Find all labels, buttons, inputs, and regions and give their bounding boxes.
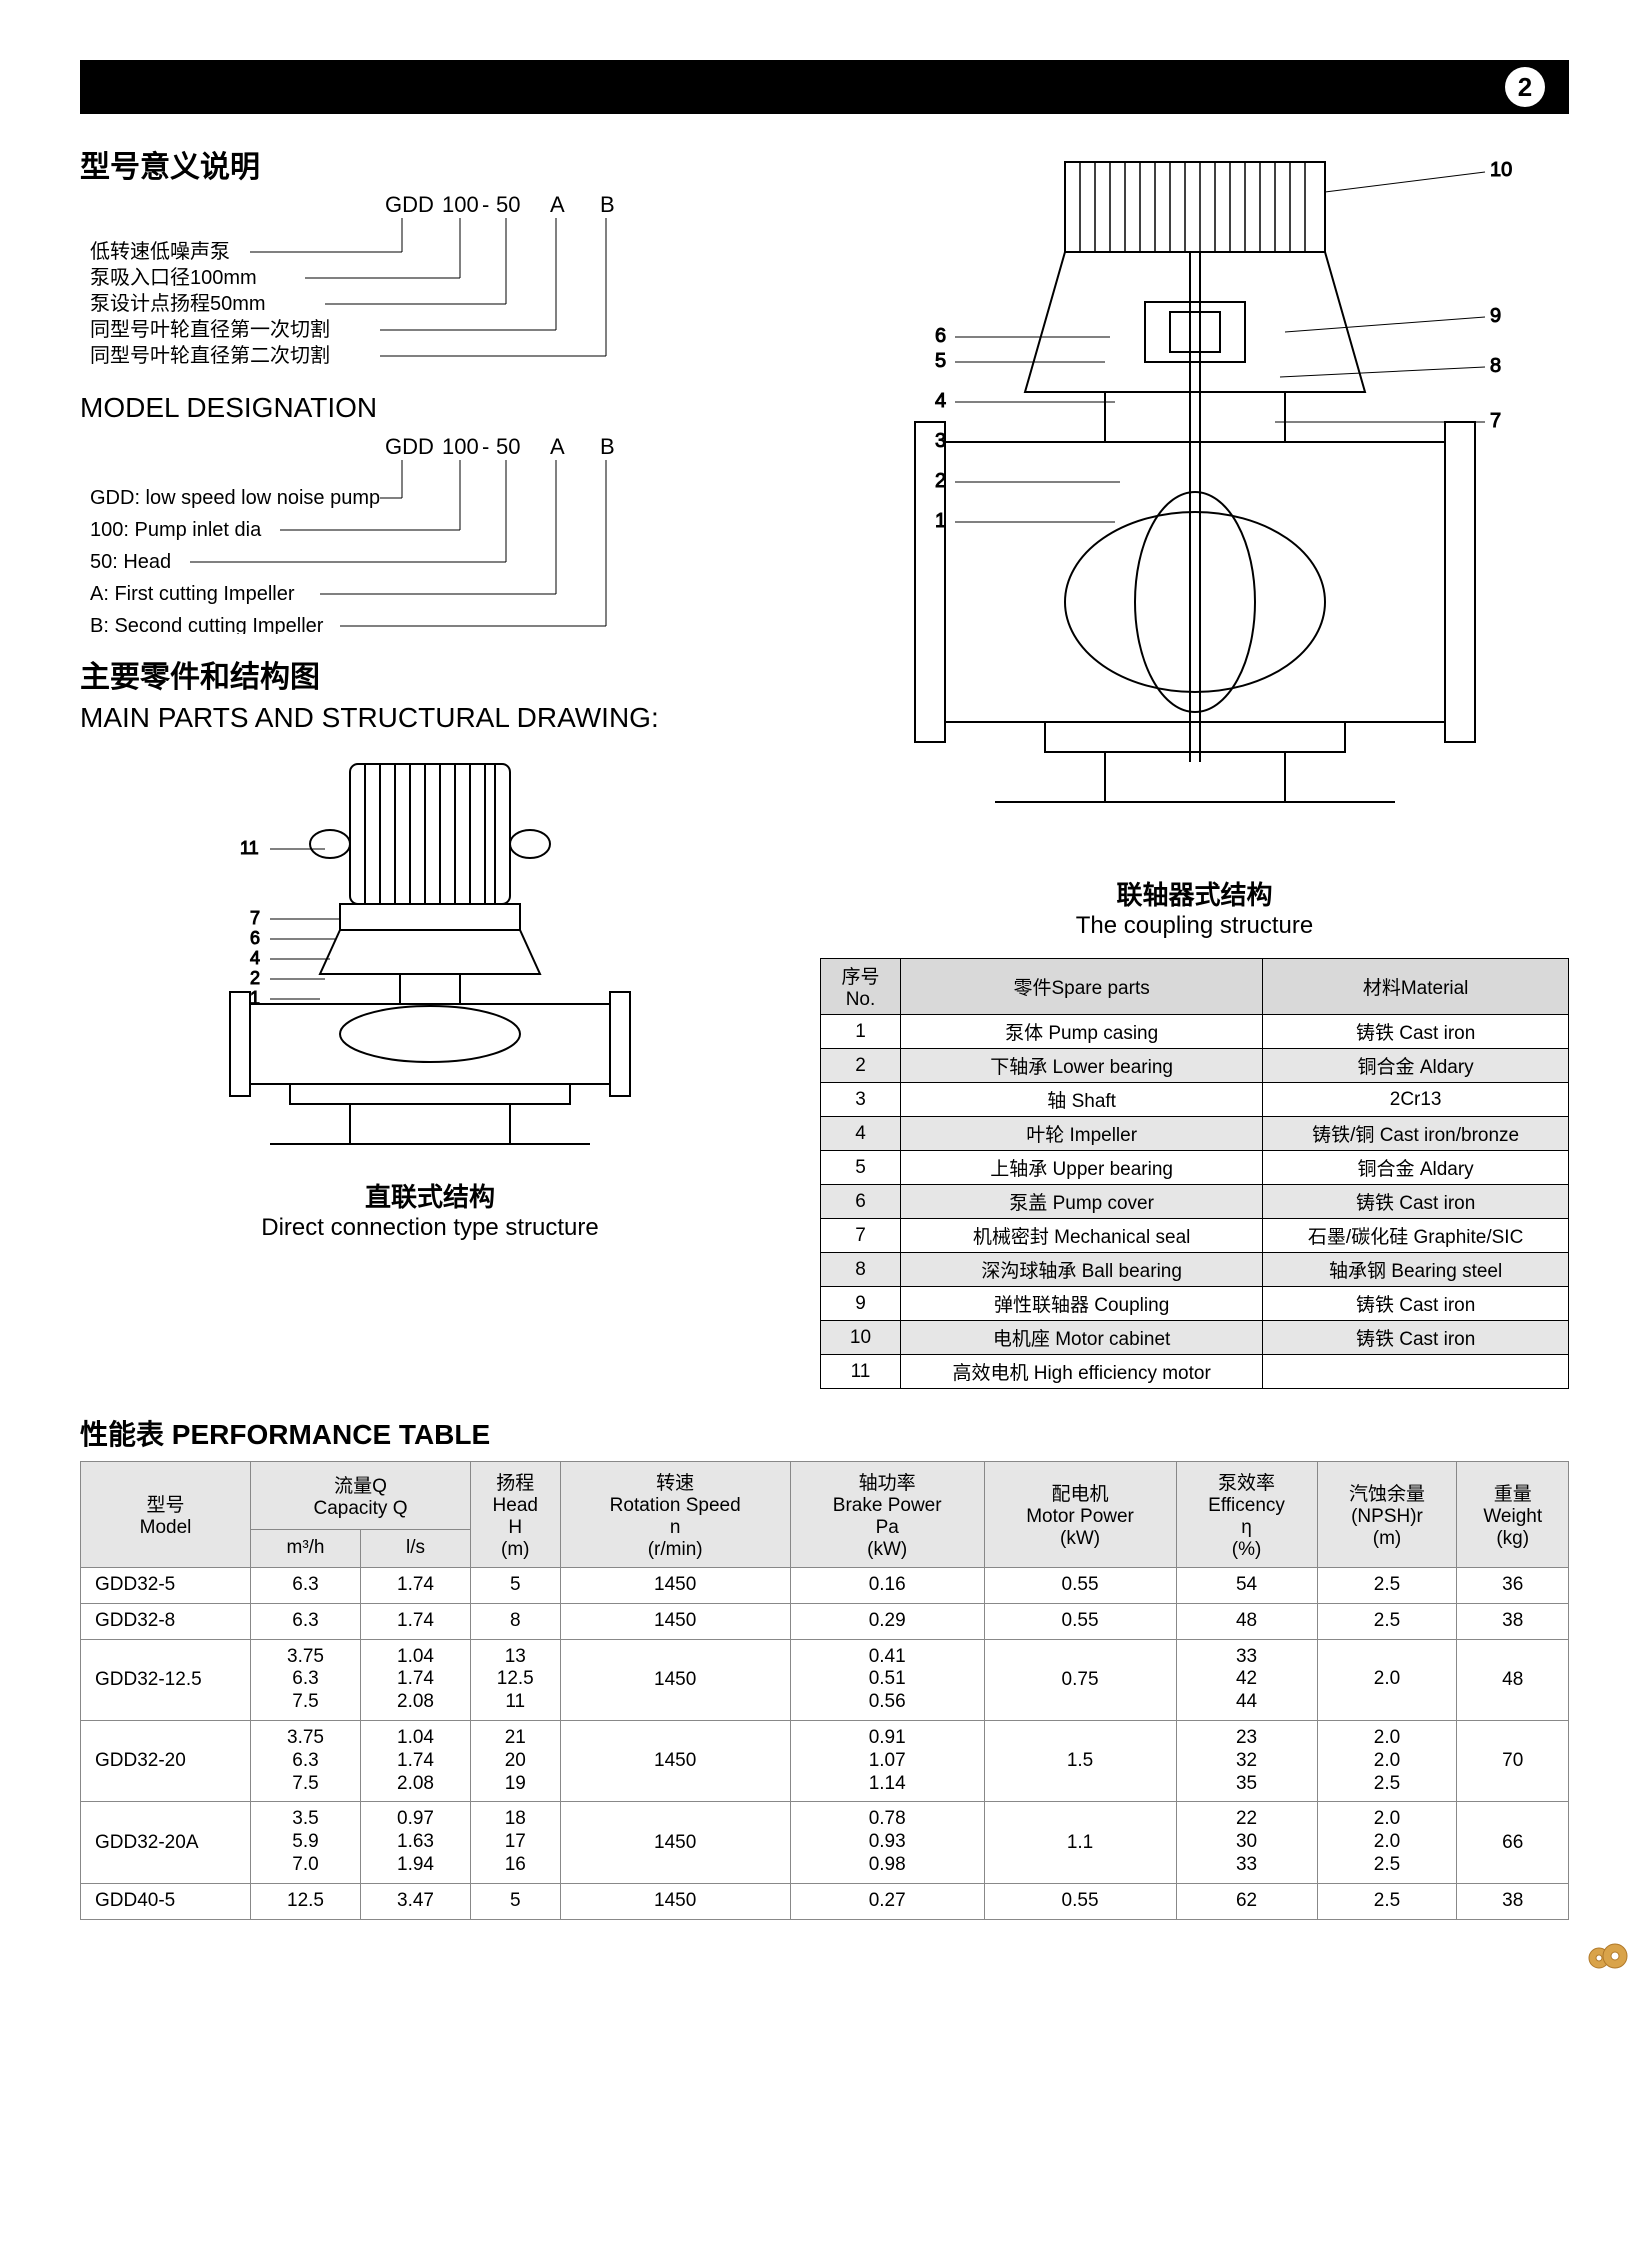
designation-diagram-en: GDD 100 - 50 A B GDD: low speed low nois… — [80, 434, 720, 634]
svg-text:GDD: GDD — [385, 192, 434, 217]
svg-text:低转速低噪声泵: 低转速低噪声泵 — [90, 240, 230, 263]
svg-text:同型号叶轮直径第二次切割: 同型号叶轮直径第二次切割 — [90, 344, 330, 367]
model-designation-title-en: MODEL DESIGNATION — [80, 392, 780, 424]
table-row: GDD40-5 12.53.47 51450 0.270.55 622.538 — [81, 1883, 1569, 1919]
designation-diagram-cn: GDD 100 - 50 A B 低转速低噪声泵 泵吸入口径100mm — [80, 192, 720, 372]
svg-text:7: 7 — [1490, 410, 1501, 432]
coupling-caption-en: The coupling structure — [820, 912, 1569, 940]
performance-table-title: 性能表 PERFORMANCE TABLE — [80, 1413, 1569, 1453]
table-row: 9弹性联轴器 Coupling铸铁 Cast iron — [821, 1287, 1569, 1321]
table-row: GDD32-8 6.31.74 81450 0.290.55 482.538 — [81, 1603, 1569, 1639]
table-row: GDD32-12.5 3.756.37.51.041.742.08 1312.5… — [81, 1639, 1569, 1720]
coupling-caption-cn: 联轴器式结构 — [820, 875, 1569, 912]
svg-text:GDD: low speed low noise pump: GDD: low speed low noise pump — [90, 487, 380, 509]
svg-text:1: 1 — [935, 510, 946, 532]
svg-text:A: A — [550, 434, 565, 459]
spare-parts-table: 序号 No. 零件Spare parts 材料Material 1泵体 Pump… — [820, 958, 1569, 1389]
table-row: 8深沟球轴承 Ball bearing轴承钢 Bearing steel — [821, 1253, 1569, 1287]
table-row: 3轴 Shaft2Cr13 — [821, 1083, 1569, 1117]
svg-text:泵设计点扬程50mm: 泵设计点扬程50mm — [90, 292, 266, 315]
svg-text:1: 1 — [250, 988, 260, 1008]
main-parts-title-cn: 主要零件和结构图 — [80, 652, 780, 696]
header-bar: 2 — [80, 60, 1569, 114]
model-designation-title-cn: 型号意义说明 — [80, 142, 780, 186]
svg-text:50: 50 — [496, 192, 520, 217]
table-row: GDD32-5 6.31.74 51450 0.160.55 542.536 — [81, 1568, 1569, 1604]
table-row: 11高效电机 High efficiency motor — [821, 1355, 1569, 1389]
svg-text:B: B — [600, 434, 615, 459]
svg-text:-: - — [482, 192, 489, 217]
table-row: 1泵体 Pump casing铸铁 Cast iron — [821, 1015, 1569, 1049]
svg-text:3: 3 — [935, 430, 946, 452]
main-parts-title-en: MAIN PARTS AND STRUCTURAL DRAWING: — [80, 702, 780, 734]
svg-text:4: 4 — [935, 390, 946, 412]
svg-text:50: Head: 50: Head — [90, 551, 171, 573]
table-row: 6泵盖 Pump cover铸铁 Cast iron — [821, 1185, 1569, 1219]
svg-text:100: 100 — [442, 192, 479, 217]
table-row: GDD32-20 3.756.37.51.041.742.08 21201914… — [81, 1720, 1569, 1801]
svg-text:11: 11 — [240, 838, 259, 858]
direct-connection-drawing: 11 7 6 4 2 1 直联式结构 Direct connection typ… — [80, 744, 780, 1242]
direct-caption-cn: 直联式结构 — [80, 1177, 780, 1214]
svg-text:2: 2 — [935, 470, 946, 492]
gear-icon — [1585, 1938, 1629, 1972]
table-row: 2下轴承 Lower bearing铜合金 Aldary — [821, 1049, 1569, 1083]
svg-text:6: 6 — [935, 325, 946, 347]
svg-text:5: 5 — [935, 350, 946, 372]
page-number-badge: 2 — [1505, 67, 1545, 107]
svg-text:50: 50 — [496, 434, 520, 459]
svg-text:2: 2 — [250, 968, 260, 988]
svg-text:泵吸入口径100mm: 泵吸入口径100mm — [90, 266, 257, 289]
table-row: 7机械密封 Mechanical seal石墨/碳化硅 Graphite/SIC — [821, 1219, 1569, 1253]
svg-text:B: B — [600, 192, 615, 217]
table-row: GDD32-20A 3.55.97.00.971.631.94 18171614… — [81, 1802, 1569, 1883]
svg-text:4: 4 — [250, 948, 260, 968]
svg-text:A: First cutting Impeller: A: First cutting Impeller — [90, 583, 295, 605]
direct-caption-en: Direct connection type structure — [80, 1214, 780, 1242]
svg-text:6: 6 — [250, 928, 260, 948]
table-row: 5上轴承 Upper bearing铜合金 Aldary — [821, 1151, 1569, 1185]
svg-text:7: 7 — [250, 908, 260, 928]
svg-text:100: Pump inlet dia: 100: Pump inlet dia — [90, 519, 262, 541]
svg-text:100: 100 — [442, 434, 479, 459]
svg-text:A: A — [550, 192, 565, 217]
svg-text:GDD: GDD — [385, 434, 434, 459]
svg-text:-: - — [482, 434, 489, 459]
svg-text:8: 8 — [1490, 355, 1501, 377]
svg-text:B: Second cutting Impeller: B: Second cutting Impeller — [90, 615, 324, 634]
performance-table: 型号Model 流量QCapacity Q 扬程HeadH(m) 转速Rotat… — [80, 1461, 1569, 1920]
svg-text:9: 9 — [1490, 305, 1501, 327]
table-row: 4叶轮 Impeller铸铁/铜 Cast iron/bronze — [821, 1117, 1569, 1151]
table-row: 10电机座 Motor cabinet铸铁 Cast iron — [821, 1321, 1569, 1355]
svg-text:10: 10 — [1490, 159, 1512, 181]
coupling-structure-drawing: 6 5 4 3 2 1 10 9 8 7 联轴器式结构 The coupling… — [820, 142, 1569, 940]
svg-text:同型号叶轮直径第一次切割: 同型号叶轮直径第一次切割 — [90, 318, 330, 341]
